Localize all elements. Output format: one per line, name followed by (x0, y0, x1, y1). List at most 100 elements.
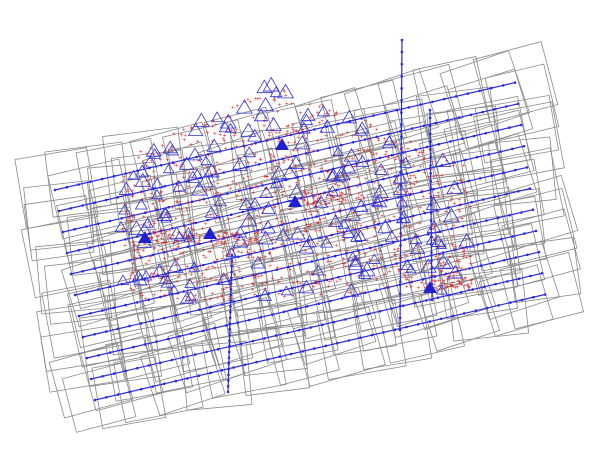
tie-point: + (384, 285, 388, 291)
tie-point: + (396, 191, 400, 197)
exposure (333, 321, 336, 324)
exposure (441, 164, 444, 167)
exposure (301, 350, 304, 353)
exposure (423, 125, 426, 128)
tie-point: + (422, 156, 426, 162)
tie-point: + (125, 258, 129, 264)
exposure (128, 325, 131, 328)
tie-point: + (181, 175, 185, 181)
exposure (325, 345, 328, 348)
exposure (229, 316, 232, 319)
tie-point: + (215, 161, 219, 167)
exposure (364, 138, 367, 141)
tie-point: + (409, 276, 413, 282)
tie-point: + (409, 251, 413, 257)
tie-point: + (398, 208, 402, 214)
exposure (503, 259, 506, 262)
tie-point: + (216, 181, 220, 187)
tie-point: + (411, 164, 415, 170)
tie-point: + (179, 251, 183, 257)
exposure (429, 132, 432, 135)
exposure (367, 313, 370, 316)
exposure (400, 135, 403, 138)
exposure (81, 204, 84, 207)
tie-point: + (246, 161, 250, 167)
tie-point: + (341, 132, 345, 138)
tie-point: + (286, 157, 290, 163)
exposure (62, 231, 65, 234)
exposure (467, 92, 470, 95)
tie-point: + (254, 160, 258, 166)
tie-point: + (178, 155, 182, 161)
tie-point: + (289, 132, 293, 138)
tie-point: + (185, 265, 189, 271)
tie-point: + (217, 237, 221, 243)
tie-point: + (204, 201, 208, 207)
exposure (482, 198, 485, 201)
exposure (90, 378, 93, 381)
exposure (128, 391, 131, 394)
tie-point: + (178, 199, 182, 205)
tie-point: + (281, 193, 285, 199)
tie-point: + (277, 102, 281, 108)
exposure (136, 235, 139, 238)
exposure (236, 321, 239, 324)
exposure (399, 280, 402, 283)
exposure (229, 328, 232, 331)
tie-point: + (368, 124, 372, 130)
tie-point: + (350, 133, 354, 139)
tie-point: + (308, 163, 312, 169)
tie-point: + (209, 187, 213, 193)
exposure (405, 326, 408, 329)
exposure (356, 315, 359, 318)
tie-point: + (305, 229, 309, 235)
exposure (155, 340, 158, 343)
tie-point: + (253, 292, 257, 298)
tie-point: + (440, 174, 444, 180)
tie-point: + (127, 171, 131, 177)
exposure (488, 241, 491, 244)
tie-point: + (247, 240, 251, 246)
tie-point: + (436, 194, 440, 200)
exposure (485, 132, 488, 135)
tie-point: + (152, 169, 156, 175)
tie-point: + (255, 213, 259, 219)
exposure (144, 343, 147, 346)
tie-point: + (237, 189, 241, 195)
exposure (408, 106, 411, 109)
exposure (213, 327, 216, 330)
tie-point: + (123, 243, 127, 249)
exposure (498, 304, 501, 307)
tie-point: + (406, 147, 410, 153)
tie-point: + (299, 152, 303, 158)
tie-point: + (192, 268, 196, 274)
tie-point: + (247, 224, 251, 230)
exposure (85, 225, 88, 228)
tie-point: + (392, 215, 396, 221)
tie-point: + (375, 207, 379, 213)
tie-point: + (191, 158, 195, 164)
tie-point: + (359, 290, 363, 296)
exposure (473, 135, 476, 138)
exposure (221, 369, 224, 372)
exposure (514, 81, 517, 84)
exposure (449, 140, 452, 143)
tie-point: + (298, 282, 302, 288)
exposure (431, 101, 434, 104)
tie-point: + (380, 265, 384, 271)
tie-point: + (162, 293, 166, 299)
exposure (474, 222, 477, 225)
exposure (317, 149, 320, 152)
tie-point: + (431, 174, 435, 180)
tie-point: + (297, 261, 301, 267)
exposure (455, 95, 458, 98)
tie-point: + (418, 221, 422, 227)
exposure (267, 358, 270, 361)
tie-point: + (375, 277, 379, 283)
tie-point: + (275, 216, 279, 222)
tie-point: + (356, 175, 360, 181)
exposure (73, 228, 76, 231)
tie-point: + (230, 260, 234, 266)
exposure (309, 326, 312, 329)
tie-point: + (315, 139, 319, 145)
